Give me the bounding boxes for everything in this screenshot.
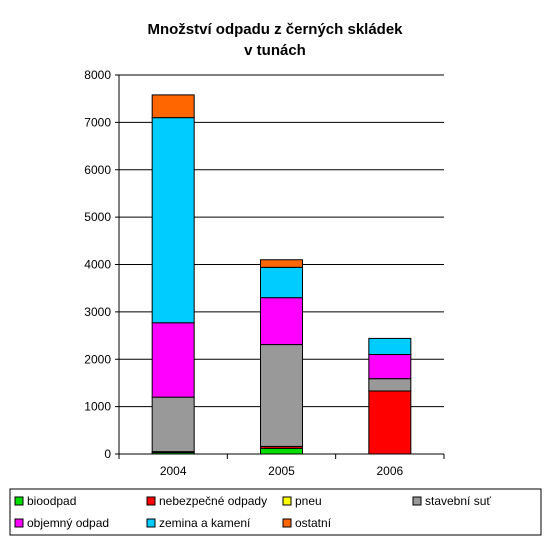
legend-label-3: stavební suť [425,494,491,508]
bar-2005-ostatní [260,259,303,268]
y-tick-label-6: 6000 [84,163,111,177]
bar-2004-ostatní [151,94,195,119]
legend-label-4: objemný odpad [27,516,109,530]
legend-swatch-6 [282,518,292,528]
bar-2005-objemný-odpad [260,297,303,346]
bar-2004-zemina-a-kamení [151,117,195,324]
y-tick-label-4: 4000 [84,258,111,272]
legend-swatch-1 [146,496,156,506]
bar-2005-zemina-a-kamení [260,266,303,299]
bar-2004-objemný-odpad [151,322,195,398]
legend-label-6: ostatní [295,516,332,530]
legend-label-1: nebezpečné odpady [159,494,267,508]
legend-label-0: bioodpad [27,494,76,508]
x-tick-label-2004: 2004 [160,464,187,478]
y-tick-label-2: 2000 [84,352,111,366]
y-tick-label-8: 8000 [84,68,111,82]
bar-2006-nebezpečné-odpady [368,390,412,455]
bar-2004-stavební-suť [151,396,195,453]
legend-swatch-3 [412,496,422,506]
y-tick-label-5: 5000 [84,210,111,224]
chart-title-line-1: Množství odpadu z černých skládek [147,21,403,38]
bar-2005-stavební-suť [260,344,303,447]
legend-swatch-2 [282,496,292,506]
y-tick-label-7: 7000 [84,115,111,129]
bar-2006-zemina-a-kamení [368,337,412,356]
bar-2006-objemný-odpad [368,354,412,380]
legend-label-5: zemina a kamení [159,516,251,530]
x-tick-label-2005: 2005 [268,464,295,478]
legend-label-2: pneu [295,494,322,508]
legend-swatch-4 [14,518,24,528]
y-tick-label-0: 0 [104,447,111,461]
chart-title-line-2: v tunách [244,42,306,59]
x-tick-label-2006: 2006 [376,464,403,478]
bar-2005-bioodpad [260,447,303,455]
legend-swatch-5 [146,518,156,528]
y-tick-label-1: 1000 [84,400,111,414]
legend-swatch-0 [14,496,24,506]
bar-2006-stavební-suť [368,378,412,392]
y-tick-label-3: 3000 [84,305,111,319]
legend-box [9,488,542,536]
